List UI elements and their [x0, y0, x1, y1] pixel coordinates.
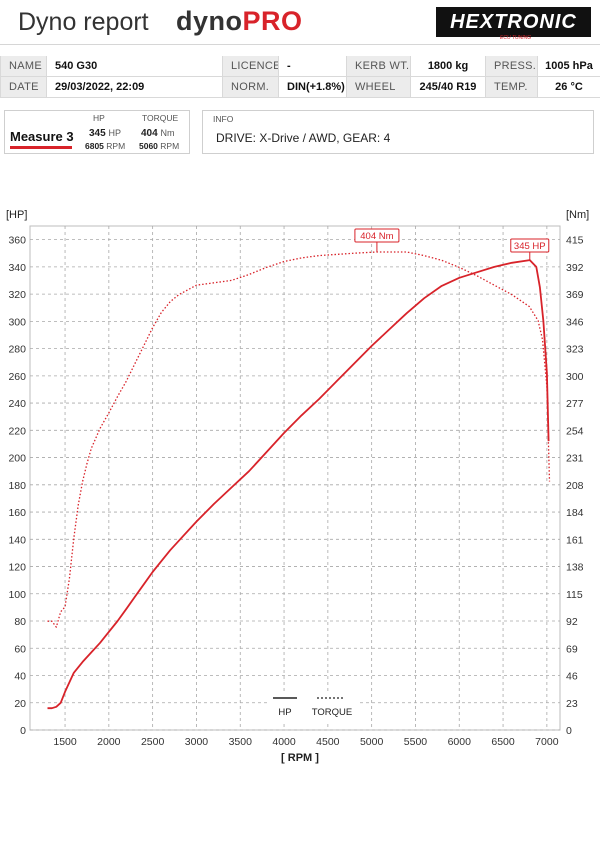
- y-right-tick-label: 346: [566, 316, 584, 328]
- y-left-tick-label: 160: [8, 507, 26, 519]
- x-tick-label: 5500: [404, 736, 428, 748]
- x-tick-label: 3500: [229, 736, 253, 748]
- y-right-tick-label: 392: [566, 262, 584, 274]
- x-tick-label: 3000: [185, 736, 209, 748]
- hp-header: HP: [93, 113, 105, 123]
- measure-name: Measure 3: [10, 129, 74, 144]
- date-value: 29/03/2022, 22:09: [46, 77, 222, 98]
- kerb-weight-value: 1800 kg: [410, 56, 485, 77]
- legend-torque-label: TORQUE: [312, 707, 352, 718]
- y-left-tick-label: 20: [14, 698, 26, 710]
- licence-value: -: [278, 56, 346, 77]
- dyno-chart: 1500 2000 2500 3000 3500 4000 4500 5000 5500 6000…: [0, 160, 600, 846]
- licence-label: LICENCE: [222, 56, 280, 77]
- y-left-tick-label: 0: [20, 725, 26, 737]
- x-tick-label: 6000: [448, 736, 472, 748]
- y-left-tick-label: 180: [8, 480, 26, 492]
- pressure-value: 1005 hPa: [537, 56, 600, 77]
- x-tick-label: 4500: [316, 736, 340, 748]
- legend-hp-label: HP: [278, 707, 291, 718]
- header-divider: [0, 44, 600, 45]
- y-right-tick-label: 323: [566, 344, 584, 356]
- x-tick-label: 2000: [97, 736, 121, 748]
- plot-frame: [29, 225, 561, 731]
- wheel-label: WHEEL: [346, 77, 410, 98]
- dyno-chart-svg: 1500 2000 2500 3000 3500 4000 4500 5000 5500 6000…: [6, 209, 589, 764]
- y-right-tick-label: 369: [566, 289, 584, 301]
- y-right-tick-label: 300: [566, 371, 584, 383]
- y-right-tick-label: 115: [566, 589, 583, 601]
- y-left-tick-label: 240: [8, 398, 26, 410]
- x-tick-label: 4000: [272, 736, 296, 748]
- y-right-tick-label: 277: [566, 398, 584, 410]
- hp-curve: [47, 259, 550, 710]
- x-tick-label: 1500: [53, 736, 77, 748]
- hp-peak-label-box: [510, 238, 550, 253]
- y-left-tick-label: 280: [8, 344, 26, 356]
- y-right-tick-label: 161: [566, 534, 584, 546]
- y-right-tick-label: 23: [566, 698, 578, 710]
- y-right-tick-label: 415: [566, 235, 584, 247]
- wheel-value: 245/40 R19: [410, 77, 485, 98]
- torque-header: TORQUE: [142, 113, 179, 123]
- y-left-tick-label: 260: [8, 371, 26, 383]
- peak-hp: 345 HP: [89, 128, 121, 139]
- y-right-tick-label: 254: [566, 425, 584, 437]
- x-tick-label: 7000: [535, 736, 559, 748]
- x-axis-label: [ RPM ]: [281, 752, 319, 764]
- y-right-tick-label: 0: [566, 725, 572, 737]
- torque-curve: [47, 251, 551, 628]
- name-value: 540 G30: [46, 56, 222, 77]
- x-tick-label: 2500: [141, 736, 165, 748]
- y-left-tick-label: 340: [8, 262, 26, 274]
- y-left-tick-label: 100: [8, 589, 26, 601]
- x-tick-label: 5000: [360, 736, 384, 748]
- y-right-tick-label: 69: [566, 643, 578, 655]
- x-tick-label: 6500: [491, 736, 515, 748]
- y-left-tick-label: 360: [8, 235, 26, 247]
- y-right-axis-label: [Nm]: [566, 209, 589, 221]
- y-right-tick-label: 138: [566, 562, 584, 574]
- measure-summary: HP TORQUE Measure 3 345 HP 404 Nm 6805 R…: [4, 110, 190, 154]
- norm-value: DIN(+1.8%): [278, 77, 346, 98]
- y-left-tick-label: 60: [14, 643, 26, 655]
- torque-peak-label: 404 Nm: [360, 231, 393, 242]
- y-right-tick-label: 231: [566, 453, 584, 465]
- name-label: NAME: [0, 56, 46, 77]
- peak-hp-rpm: 6805 RPM: [85, 141, 126, 151]
- drive-info-text: DRIVE: X-Drive / AWD, GEAR: 4: [216, 131, 391, 145]
- y-left-tick-label: 300: [8, 316, 26, 328]
- pressure-label: PRESS.: [485, 56, 537, 77]
- peak-torque-rpm: 5060 RPM: [139, 141, 180, 151]
- hextronic-logo: HEXTRONIC: [436, 7, 591, 37]
- y-left-tick-label: 200: [8, 453, 26, 465]
- peak-torque: 404 Nm: [141, 128, 175, 139]
- measure-color-swatch: [10, 146, 72, 149]
- dynopro-logo: dynoPRO: [176, 6, 303, 36]
- y-left-tick-label: 40: [14, 671, 26, 683]
- temperature-value: 26 °C: [537, 77, 600, 98]
- y-right-tick-label: 92: [566, 616, 578, 628]
- y-right-tick-label: 46: [566, 671, 578, 683]
- kerb-weight-label: KERB WT.: [346, 56, 410, 77]
- y-right-tick-label: 208: [566, 480, 584, 492]
- brand-subtitle: ECU TUNING: [500, 35, 532, 41]
- y-left-tick-label: 220: [8, 425, 26, 437]
- y-left-tick-label: 120: [8, 562, 26, 574]
- report-title: Dyno report: [18, 8, 149, 36]
- y-right-tick-label: 184: [566, 507, 584, 519]
- drive-info-label: INFO: [213, 114, 234, 124]
- torque-peak-label-box: [354, 228, 400, 243]
- norm-label: NORM.: [222, 77, 278, 98]
- y-left-tick-label: 320: [8, 289, 26, 301]
- date-label: DATE: [0, 77, 46, 98]
- y-left-tick-label: 140: [8, 534, 26, 546]
- legend-box: [269, 692, 357, 722]
- drive-info-box: INFO DRIVE: X-Drive / AWD, GEAR: 4: [202, 110, 594, 154]
- y-left-tick-label: 80: [14, 616, 26, 628]
- y-left-axis-label: [HP]: [6, 209, 27, 221]
- hp-peak-label: 345 HP: [514, 241, 546, 252]
- temperature-label: TEMP.: [485, 77, 537, 98]
